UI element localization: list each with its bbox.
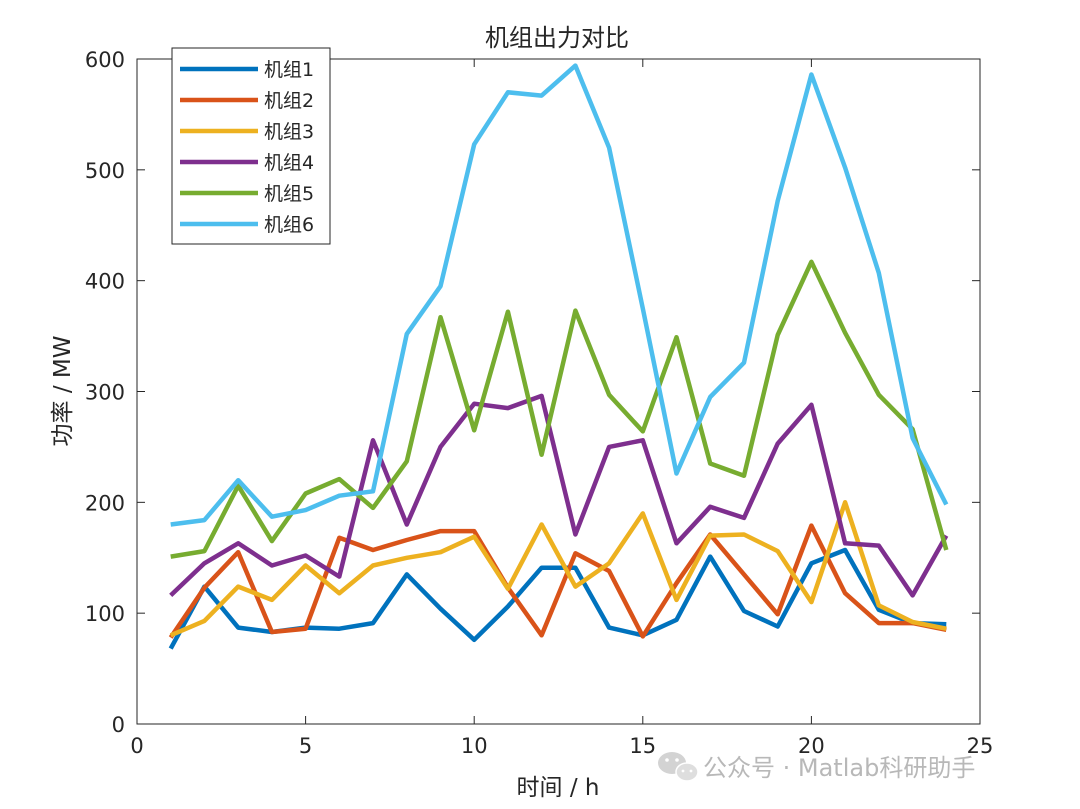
y-tick-label: 200 <box>85 491 125 515</box>
legend-box <box>171 47 331 245</box>
series-line-2 <box>168 523 947 639</box>
legend: 机组1 机组2 机组3 机组4 机组5 机组6 <box>171 47 331 245</box>
wechat-icon <box>658 752 699 782</box>
y-tick-label: 600 <box>85 48 125 72</box>
y-tick-label: 100 <box>85 602 125 626</box>
series-line-3 <box>169 500 947 638</box>
y-tick-label: 300 <box>85 381 125 405</box>
x-axis-label: 时间 / h <box>517 775 600 801</box>
x-tick-label: 20 <box>798 734 825 758</box>
legend-label-1: 机组1 <box>264 59 314 81</box>
y-tick-label: 400 <box>85 270 125 294</box>
y-tick-label: 0 <box>112 713 125 737</box>
watermark-text: 公众号 · Matlab科研助手 <box>703 754 975 782</box>
series-line-5 <box>170 259 949 559</box>
series-line-4 <box>169 393 949 598</box>
x-tick-label: 15 <box>629 734 656 758</box>
y-tick-label: 500 <box>85 159 125 183</box>
chart-title: 机组出力对比 <box>485 24 629 52</box>
legend-label-6: 机组6 <box>264 214 314 236</box>
series-line-6 <box>170 63 949 527</box>
legend-label-5: 机组5 <box>264 183 314 205</box>
legend-label-2: 机组2 <box>264 90 314 112</box>
x-tick-label: 0 <box>130 734 143 758</box>
legend-label-4: 机组4 <box>264 152 314 174</box>
series-layer <box>168 63 949 650</box>
legend-label-3: 机组3 <box>264 121 314 143</box>
watermark: 公众号 · Matlab科研助手 <box>658 752 975 782</box>
x-tick-label: 25 <box>967 734 994 758</box>
tick-layer: 0 5 10 15 20 25 0 100 200 300 400 500 600 <box>85 48 993 758</box>
x-tick-label: 10 <box>461 734 488 758</box>
x-tick-label: 5 <box>299 734 312 758</box>
y-axis-label: 功率 / MW <box>50 336 76 447</box>
